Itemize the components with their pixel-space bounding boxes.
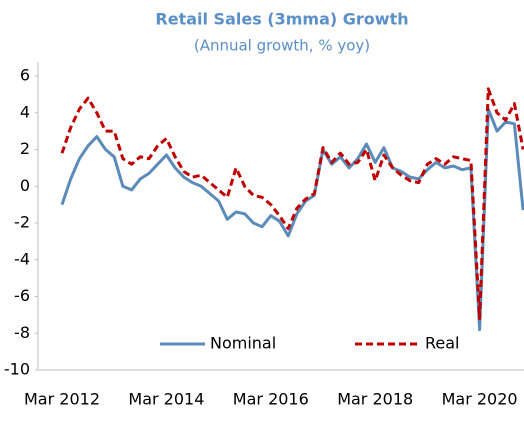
y-tick-label: -6 [14, 286, 30, 305]
y-tick-label: 4 [20, 102, 30, 121]
x-tick-label: Mar 2014 [128, 390, 204, 409]
y-tick-label: -4 [14, 249, 30, 268]
y-tick-label: 6 [20, 66, 30, 85]
chart-subtitle: (Annual growth, % yoy) [194, 37, 370, 55]
series-line [60, 107, 524, 332]
plot-frame [37, 62, 524, 371]
y-tick-label: -8 [14, 323, 30, 342]
y-tick-label: 0 [20, 176, 30, 195]
y-tick-label: 2 [20, 139, 30, 158]
x-tick-label: Mar 2020 [442, 390, 518, 409]
chart-title: Retail Sales (3mma) Growth [155, 10, 408, 29]
x-tick-label: Mar 2018 [337, 390, 413, 409]
x-tick-label: Mar 2012 [24, 390, 100, 409]
series-line [60, 87, 524, 321]
x-tick-label: Mar 2016 [233, 390, 309, 409]
legend-label: Real [425, 334, 460, 353]
legend-label: Nominal [210, 334, 276, 353]
y-tick-label: -10 [4, 360, 30, 379]
y-tick-label: -2 [14, 213, 30, 232]
